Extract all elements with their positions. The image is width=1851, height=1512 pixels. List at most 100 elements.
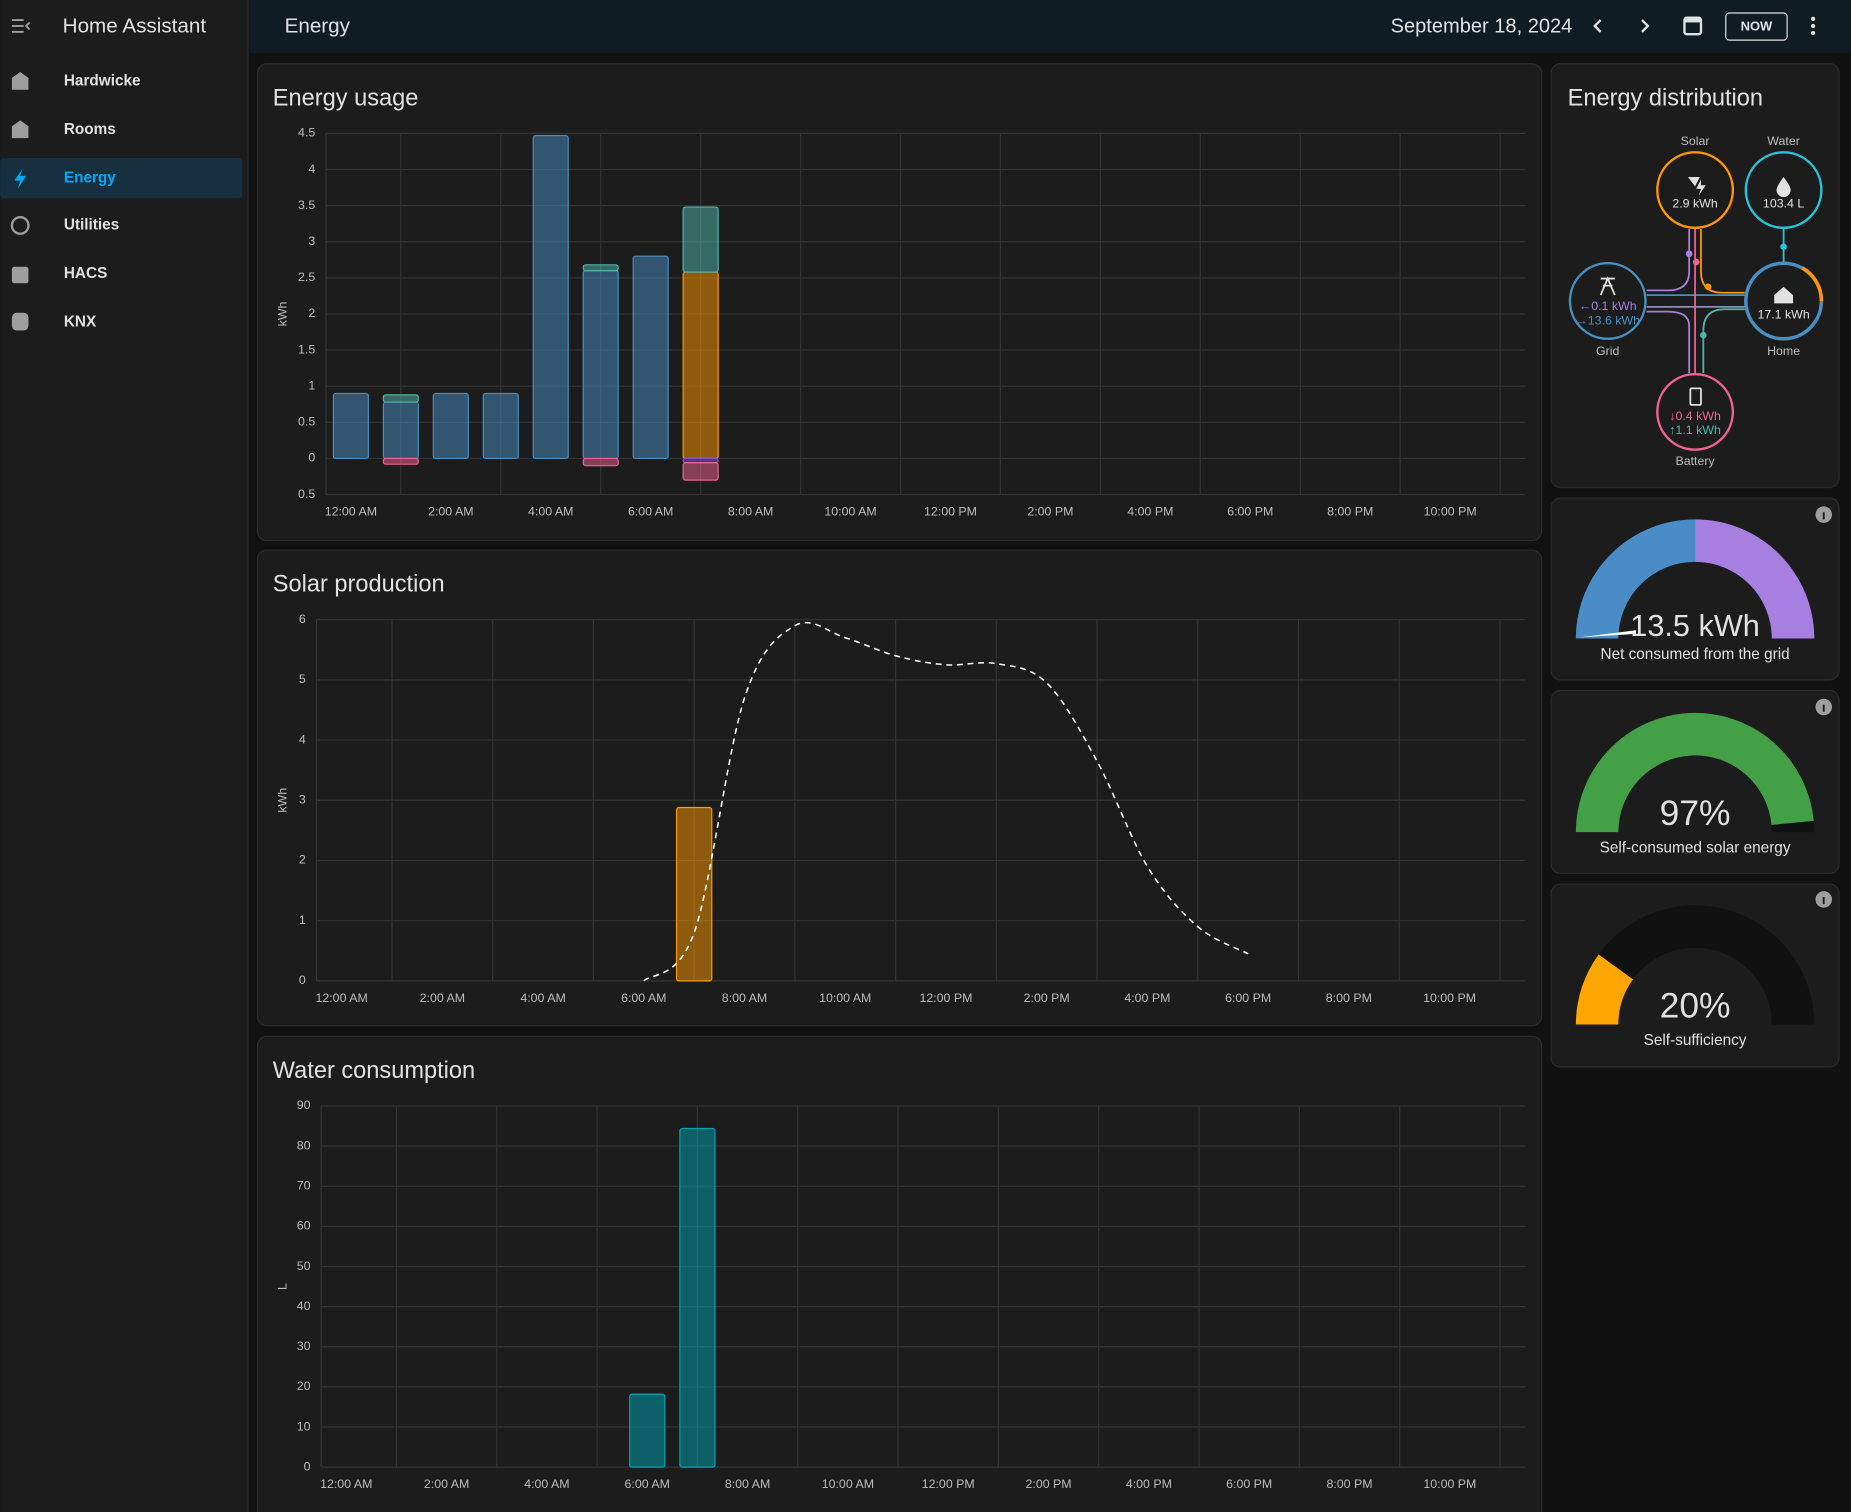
y-tick-label: 60: [297, 1219, 311, 1233]
bar: [582, 457, 619, 467]
now-label[interactable]: NOW: [1741, 19, 1773, 34]
nav-item[interactable]: Hardwicke: [64, 72, 141, 89]
x-tick-label: 2:00 PM: [1027, 505, 1073, 519]
y-tick-label: 2: [308, 306, 315, 320]
x-tick-label: 6:00 AM: [628, 505, 673, 519]
battery-icon: [1689, 387, 1702, 406]
node-value: 2.9 kWh: [1672, 196, 1718, 210]
bar: [482, 392, 519, 460]
bar: [632, 255, 669, 460]
x-tick-label: 4:00 PM: [1126, 1477, 1172, 1491]
x-tick-label: 6:00 AM: [621, 991, 666, 1005]
gauges: [1575, 712, 1815, 1025]
y-axis-label: L: [276, 1283, 290, 1290]
y-tick-label: 1: [308, 378, 315, 392]
bar: [682, 457, 719, 464]
grid-node: [1568, 262, 1647, 340]
bar: [582, 264, 619, 272]
nav-item[interactable]: HACS: [64, 265, 107, 282]
x-tick-label: 6:00 PM: [1227, 505, 1273, 519]
solar-icon: [1687, 177, 1706, 196]
x-tick-label: 10:00 PM: [1423, 991, 1476, 1005]
x-tick-label: 12:00 PM: [922, 1477, 975, 1491]
nav-icon: [11, 266, 29, 284]
nav-item[interactable]: Energy: [64, 169, 116, 186]
x-tick-label: 12:00 AM: [320, 1477, 372, 1491]
x-tick-label: 12:00 AM: [325, 505, 377, 519]
nav-item[interactable]: Rooms: [64, 121, 116, 138]
calendar-button[interactable]: [1683, 16, 1703, 36]
x-tick-label: 10:00 AM: [824, 505, 876, 519]
bar: [532, 134, 569, 460]
nav-item[interactable]: Utilities: [64, 216, 119, 233]
more-button[interactable]: [1810, 16, 1816, 36]
chart: Energy usage kWh 0.5 0 0.5 1 1.5 2 2.5 3 3.5 4 4.5 12…: [273, 85, 1526, 519]
x-tick-label: 8:00 AM: [725, 1477, 770, 1491]
header: [249, 0, 1851, 54]
y-tick-label: 40: [297, 1299, 311, 1313]
next-button[interactable]: [1641, 19, 1650, 33]
chart-title: Energy usage: [273, 85, 419, 111]
node-value: 103.4 L: [1763, 196, 1804, 210]
active-item-bg: [0, 158, 243, 199]
bar: [679, 1127, 716, 1468]
y-tick-label: 4: [308, 162, 315, 176]
x-tick-label: 10:00 PM: [1423, 1477, 1476, 1491]
bar: [629, 1393, 666, 1468]
y-tick-label: 2: [299, 853, 306, 867]
bar: [332, 392, 369, 460]
node-label: Water: [1767, 134, 1800, 148]
node-value: ↑1.1 kWh: [1669, 423, 1721, 437]
now-button[interactable]: [1725, 12, 1788, 41]
nav-icon: [10, 216, 30, 235]
x-tick-label: 4:00 AM: [520, 991, 565, 1005]
y-tick-label: 0.5: [298, 487, 315, 501]
flow-dots: [1685, 243, 1787, 339]
nav-icon: [11, 72, 29, 90]
line: [643, 621, 1249, 982]
node-label: Solar: [1681, 134, 1710, 148]
prev-button[interactable]: [1593, 19, 1602, 33]
nav-icon: [11, 120, 29, 139]
water-icon: [1776, 177, 1791, 198]
x-tick-label: 4:00 PM: [1124, 991, 1170, 1005]
y-tick-label: 0: [304, 1459, 311, 1473]
x-tick-label: 2:00 PM: [1026, 1477, 1072, 1491]
bar: [432, 392, 469, 460]
bar: [682, 271, 719, 460]
bar: [675, 806, 713, 982]
solar-node: [1656, 151, 1735, 229]
menu-icon[interactable]: [11, 19, 31, 33]
x-tick-label: 8:00 AM: [722, 991, 767, 1005]
x-tick-label: 8:00 PM: [1326, 991, 1372, 1005]
nav-icon: [11, 312, 29, 331]
card: [256, 1035, 1543, 1512]
gauge-label: Self-sufficiency: [1644, 1032, 1747, 1049]
x-tick-label: 10:00 AM: [822, 1477, 874, 1491]
x-tick-label: 6:00 PM: [1225, 991, 1271, 1005]
sidebar: [0, 0, 248, 1512]
y-tick-label: 20: [297, 1379, 311, 1393]
y-tick-label: 1.5: [298, 342, 315, 356]
node-value: 17.1 kWh: [1757, 307, 1809, 321]
gauge-arc: [1575, 519, 1696, 639]
bar: [582, 270, 619, 460]
x-tick-label: 8:00 AM: [728, 505, 773, 519]
x-tick-label: 8:00 PM: [1326, 1477, 1372, 1491]
gauge-arc: [1695, 519, 1815, 639]
x-tick-label: 2:00 PM: [1024, 991, 1070, 1005]
bar: [382, 401, 419, 460]
x-tick-label: 2:00 AM: [428, 505, 473, 519]
node-label: Home: [1767, 344, 1800, 358]
node-label: Grid: [1596, 344, 1619, 358]
info-icon[interactable]: [1815, 506, 1832, 908]
y-tick-label: 6: [299, 612, 306, 626]
x-tick-label: 12:00 PM: [924, 505, 977, 519]
gauge-value: 13.5 kWh: [1630, 608, 1760, 643]
x-tick-label: 4:00 PM: [1127, 505, 1173, 519]
x-tick-label: 12:00 AM: [315, 991, 367, 1005]
nav-item[interactable]: KNX: [64, 313, 97, 330]
x-tick-label: 10:00 PM: [1424, 505, 1477, 519]
y-tick-label: 0: [299, 973, 306, 987]
y-tick-label: 4.5: [298, 126, 315, 140]
